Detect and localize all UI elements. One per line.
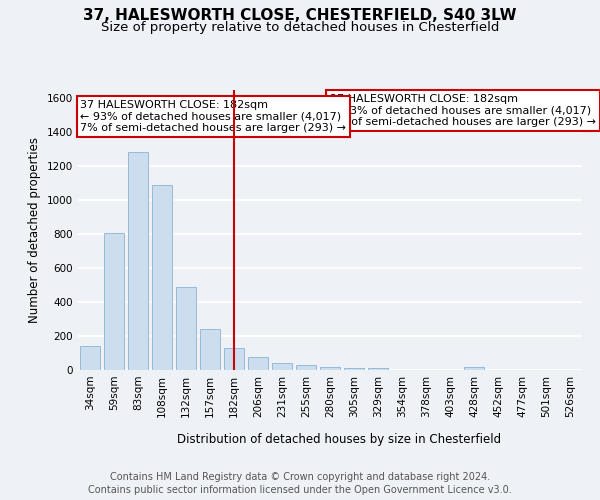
Bar [272, 362, 292, 370]
Bar [80, 346, 100, 370]
Text: Distribution of detached houses by size in Chesterfield: Distribution of detached houses by size … [177, 432, 501, 446]
Bar [176, 287, 196, 370]
Text: Size of property relative to detached houses in Chesterfield: Size of property relative to detached ho… [101, 21, 499, 34]
Text: Contains HM Land Registry data © Crown copyright and database right 2024.: Contains HM Land Registry data © Crown c… [110, 472, 490, 482]
Bar [104, 232, 124, 370]
Text: Contains public sector information licensed under the Open Government Licence v3: Contains public sector information licen… [88, 485, 512, 495]
Text: 37 HALESWORTH CLOSE: 182sqm
← 93% of detached houses are smaller (4,017)
7% of s: 37 HALESWORTH CLOSE: 182sqm ← 93% of det… [330, 94, 596, 128]
Bar [368, 368, 388, 370]
Bar [152, 185, 172, 370]
Bar [464, 367, 484, 370]
Y-axis label: Number of detached properties: Number of detached properties [28, 137, 41, 323]
Bar [296, 366, 316, 370]
Bar [224, 348, 244, 370]
Text: 37 HALESWORTH CLOSE: 182sqm
← 93% of detached houses are smaller (4,017)
7% of s: 37 HALESWORTH CLOSE: 182sqm ← 93% of det… [80, 100, 346, 134]
Text: 37, HALESWORTH CLOSE, CHESTERFIELD, S40 3LW: 37, HALESWORTH CLOSE, CHESTERFIELD, S40 … [83, 8, 517, 22]
Bar [320, 366, 340, 370]
Bar [344, 368, 364, 370]
Bar [200, 330, 220, 370]
Bar [128, 152, 148, 370]
Bar [248, 358, 268, 370]
